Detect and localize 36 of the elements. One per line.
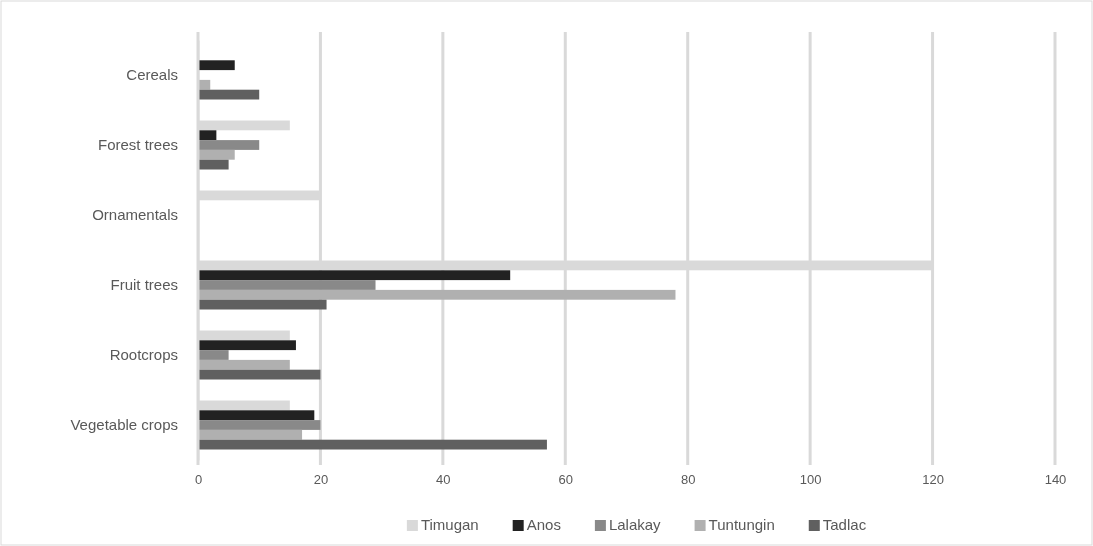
x-tick-label: 80 [680, 472, 696, 488]
x-tick-label: 120 [922, 472, 944, 488]
y-tick-label: Ornamentals [92, 205, 178, 223]
legend-label: Lalakay [608, 516, 662, 533]
bar [198, 359, 290, 370]
bar [198, 280, 376, 290]
x-tick-label: 140 [1044, 472, 1067, 488]
bar [198, 340, 296, 351]
bar [198, 149, 235, 160]
x-tick-label: 60 [558, 472, 574, 488]
x-tick-label: 20 [313, 472, 329, 488]
bar [198, 140, 260, 150]
bar [198, 420, 321, 430]
x-tick-label: 100 [799, 472, 822, 488]
y-tick-label: Fruit trees [110, 275, 178, 293]
bar [198, 369, 321, 380]
x-tick-label: 0 [194, 472, 203, 488]
legend-label: Tadlac [822, 516, 867, 533]
bar [198, 350, 229, 360]
x-tick-label: 40 [436, 472, 451, 488]
y-tick-label: Cereals [126, 65, 178, 83]
bar [198, 299, 327, 310]
bar [198, 270, 511, 281]
legend-label: Anos [526, 516, 561, 533]
bar [198, 60, 235, 71]
y-tick-label: Vegetable crops [70, 415, 178, 433]
bar [198, 89, 260, 100]
legend-label: Tuntungin [708, 516, 775, 533]
y-tick-label: Forest trees [97, 135, 178, 153]
bar [198, 410, 315, 421]
bar [198, 429, 303, 440]
y-tick-label: Rootcrops [109, 345, 178, 363]
bar [198, 159, 229, 170]
legend-label: Timugan [420, 516, 479, 533]
bar [198, 439, 547, 450]
bar [198, 289, 676, 300]
